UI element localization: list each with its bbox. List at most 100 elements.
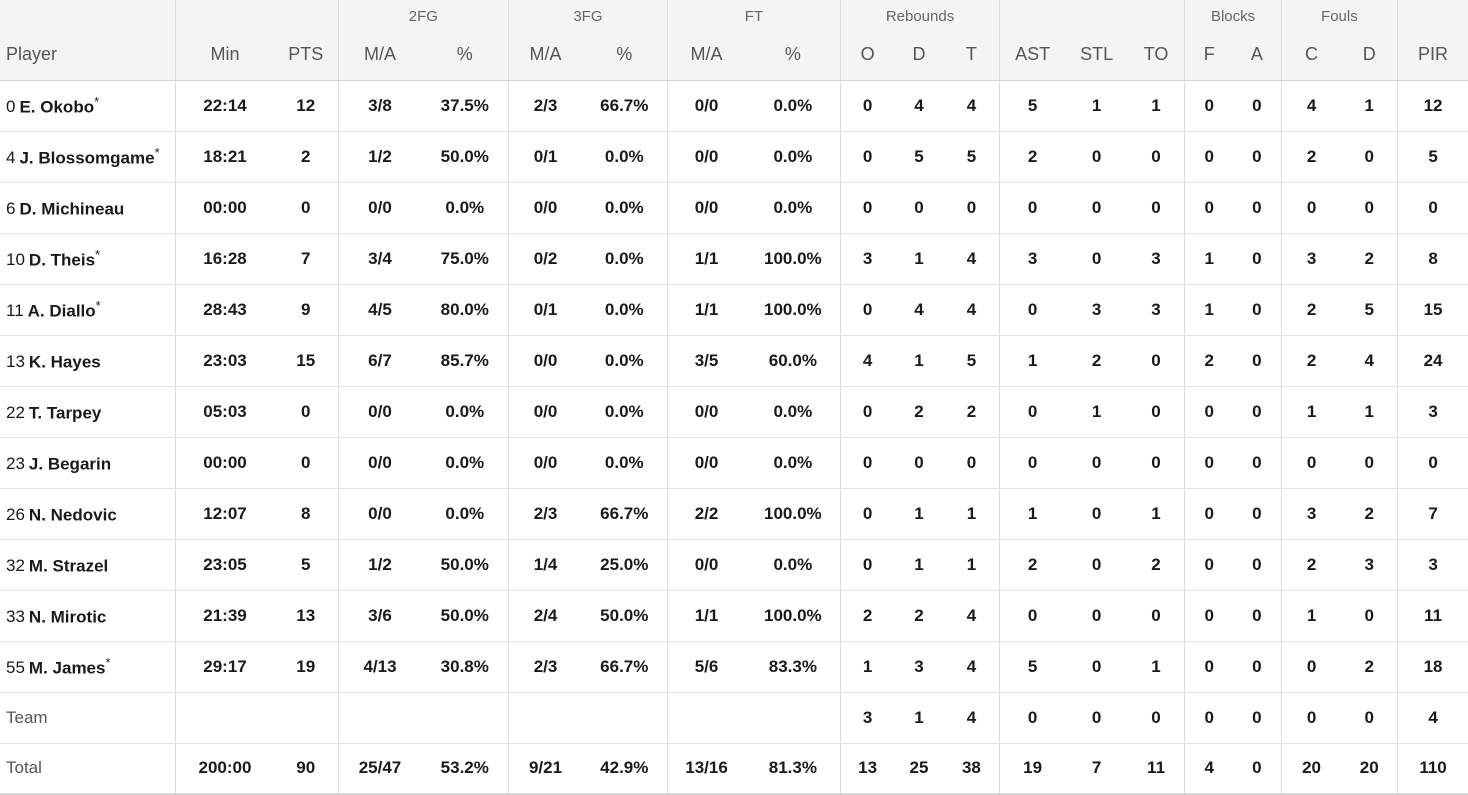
col-header-to[interactable]: TO xyxy=(1127,30,1186,81)
stat-min: 18:21 xyxy=(175,131,274,183)
starter-marker: * xyxy=(105,654,111,670)
player-cell: 32 M. Strazel xyxy=(0,539,177,591)
stat-reb-o: 0 xyxy=(840,539,894,591)
stat-stl: 7 xyxy=(1065,743,1128,795)
col-header-blk-a[interactable]: A xyxy=(1233,30,1282,81)
col-header-foul-c[interactable]: C xyxy=(1281,30,1342,81)
col-header-foul-d[interactable]: D xyxy=(1341,30,1399,81)
player-row[interactable]: 11 A. Diallo* 28:43 9 4/5 80.0% 0/1 0.0% 1/1 100.… xyxy=(0,284,1468,336)
col-header-stl[interactable]: STL xyxy=(1065,30,1128,81)
player-name[interactable]: N. Nedovic xyxy=(28,505,117,525)
col-header-reb-d[interactable]: D xyxy=(893,30,945,81)
stat-pts: 0 xyxy=(273,386,339,438)
col-header-2fg-ma[interactable]: M/A xyxy=(338,30,422,81)
stat-foul-c: 3 xyxy=(1281,233,1342,285)
stat-blk-a: 0 xyxy=(1233,437,1282,489)
col-header-reb-o[interactable]: O xyxy=(840,30,894,81)
player-name[interactable]: M. James xyxy=(28,658,106,678)
player-row[interactable]: 6 D. Michineau 00:00 0 0/0 0.0% 0/0 0.0% 0/0 0.0%… xyxy=(0,182,1468,234)
stat-to: 1 xyxy=(1127,641,1186,693)
stat-reb-o: 0 xyxy=(840,284,894,336)
player-cell: 4 J. Blossomgame* xyxy=(0,131,177,183)
col-header-blk-f[interactable]: F xyxy=(1184,30,1234,81)
stat-fg3-ma: 0/1 xyxy=(508,131,582,183)
player-name[interactable]: K. Hayes xyxy=(28,352,101,372)
stat-reb-t: 0 xyxy=(944,182,1000,234)
player-name[interactable]: D. Michineau xyxy=(19,199,125,219)
col-header-player[interactable]: Player xyxy=(0,30,177,81)
player-row[interactable]: 13 K. Hayes 23:03 15 6/7 85.7% 0/0 0.0% 3/5 60.0%… xyxy=(0,335,1468,387)
stat-reb-o: 0 xyxy=(840,386,894,438)
stat-fg3-pct: 0.0% xyxy=(581,182,668,234)
stat-foul-c: 2 xyxy=(1281,539,1342,591)
player-name[interactable]: J. Begarin xyxy=(28,454,112,474)
player-row[interactable]: 32 M. Strazel 23:05 5 1/2 50.0% 1/4 25.0% 0/0 0.0… xyxy=(0,539,1468,591)
player-row[interactable]: 0 E. Okobo* 22:14 12 3/8 37.5% 2/3 66.7% 0/0 0.0%… xyxy=(0,80,1468,132)
stat-to: 0 xyxy=(1127,335,1186,387)
stat-fg2-ma: 0/0 xyxy=(338,386,422,438)
col-header-ft-pct[interactable]: % xyxy=(745,30,842,81)
stat-blk-a: 0 xyxy=(1233,284,1282,336)
stat-reb-d: 2 xyxy=(893,386,945,438)
col-header-reb-t[interactable]: T xyxy=(944,30,1000,81)
stat-reb-t: 1 xyxy=(944,539,1000,591)
stat-stl: 0 xyxy=(1065,692,1128,744)
player-row[interactable]: 33 N. Mirotic 21:39 13 3/6 50.0% 2/4 50.0% 1/1 10… xyxy=(0,590,1468,642)
player-row[interactable]: 4 J. Blossomgame* 18:21 2 1/2 50.0% 0/1 0.0% 0/0… xyxy=(0,131,1468,183)
stat-to: 1 xyxy=(1127,488,1186,540)
col-header-ft-ma[interactable]: M/A xyxy=(667,30,746,81)
stat-blk-f: 0 xyxy=(1184,692,1234,744)
stat-ft-pct: 100.0% xyxy=(745,488,842,540)
stat-pir: 4 xyxy=(1397,692,1468,744)
player-cell: 13 K. Hayes xyxy=(0,335,177,387)
col-header-pts[interactable]: PTS xyxy=(273,30,339,81)
col-header-3fg-pct[interactable]: % xyxy=(581,30,668,81)
stat-ft-ma: 0/0 xyxy=(667,182,746,234)
stat-ft-ma xyxy=(667,692,746,744)
col-header-pir[interactable]: PIR xyxy=(1397,30,1468,81)
player-row[interactable]: 55 M. James* 29:17 19 4/13 30.8% 2/3 66.7% 5/6 83… xyxy=(0,641,1468,693)
stat-min: 28:43 xyxy=(175,284,274,336)
player-row[interactable]: 26 N. Nedovic 12:07 8 0/0 0.0% 2/3 66.7% 2/2 100.… xyxy=(0,488,1468,540)
stat-blk-a: 0 xyxy=(1233,182,1282,234)
stat-ft-pct: 0.0% xyxy=(745,386,842,438)
player-name[interactable]: M. Strazel xyxy=(28,556,109,576)
player-cell: 6 D. Michineau xyxy=(0,182,177,234)
group-empty-player xyxy=(0,0,177,30)
stat-ft-pct: 0.0% xyxy=(745,80,842,132)
stat-fg2-pct: 0.0% xyxy=(421,437,510,489)
player-row[interactable]: 10 D. Theis* 16:28 7 3/4 75.0% 0/2 0.0% 1/1 100.0… xyxy=(0,233,1468,285)
stat-stl: 0 xyxy=(1065,182,1128,234)
stat-fg2-pct: 0.0% xyxy=(421,488,510,540)
player-row[interactable]: 22 T. Tarpey 05:03 0 0/0 0.0% 0/0 0.0% 0/0 0.0% 0 2… xyxy=(0,386,1468,438)
stat-ast: 2 xyxy=(999,539,1066,591)
player-name[interactable]: J. Blossomgame xyxy=(19,148,155,168)
stat-ft-ma: 3/5 xyxy=(667,335,746,387)
stat-blk-f: 0 xyxy=(1184,131,1234,183)
stat-reb-o: 0 xyxy=(840,182,894,234)
stat-fg2-pct: 0.0% xyxy=(421,386,510,438)
player-name[interactable]: D. Theis xyxy=(28,250,96,270)
col-header-2fg-pct[interactable]: % xyxy=(421,30,510,81)
group-3fg: 3FG xyxy=(508,0,668,30)
column-header-row: Player Min PTS M/A % M/A % M/A % O D T A… xyxy=(0,30,1468,81)
col-header-min[interactable]: Min xyxy=(175,30,274,81)
stat-stl: 3 xyxy=(1065,284,1128,336)
stat-ft-ma: 0/0 xyxy=(667,80,746,132)
stat-foul-d: 1 xyxy=(1341,386,1399,438)
player-name[interactable]: T. Tarpey xyxy=(28,403,102,423)
stat-stl: 0 xyxy=(1065,590,1128,642)
stat-pts: 5 xyxy=(273,539,339,591)
stat-foul-c: 0 xyxy=(1281,641,1342,693)
player-name[interactable]: A. Diallo xyxy=(27,301,96,321)
stat-pir: 3 xyxy=(1397,386,1468,438)
player-row[interactable]: 23 J. Begarin 00:00 0 0/0 0.0% 0/0 0.0% 0/0 0.0% 0… xyxy=(0,437,1468,489)
stat-pir: 3 xyxy=(1397,539,1468,591)
player-name[interactable]: E. Okobo xyxy=(19,97,95,117)
stat-reb-d: 25 xyxy=(893,743,945,795)
col-header-3fg-ma[interactable]: M/A xyxy=(508,30,582,81)
col-header-ast[interactable]: AST xyxy=(999,30,1066,81)
stat-reb-o: 3 xyxy=(840,233,894,285)
stat-reb-t: 4 xyxy=(944,80,1000,132)
player-name[interactable]: N. Mirotic xyxy=(28,607,107,627)
